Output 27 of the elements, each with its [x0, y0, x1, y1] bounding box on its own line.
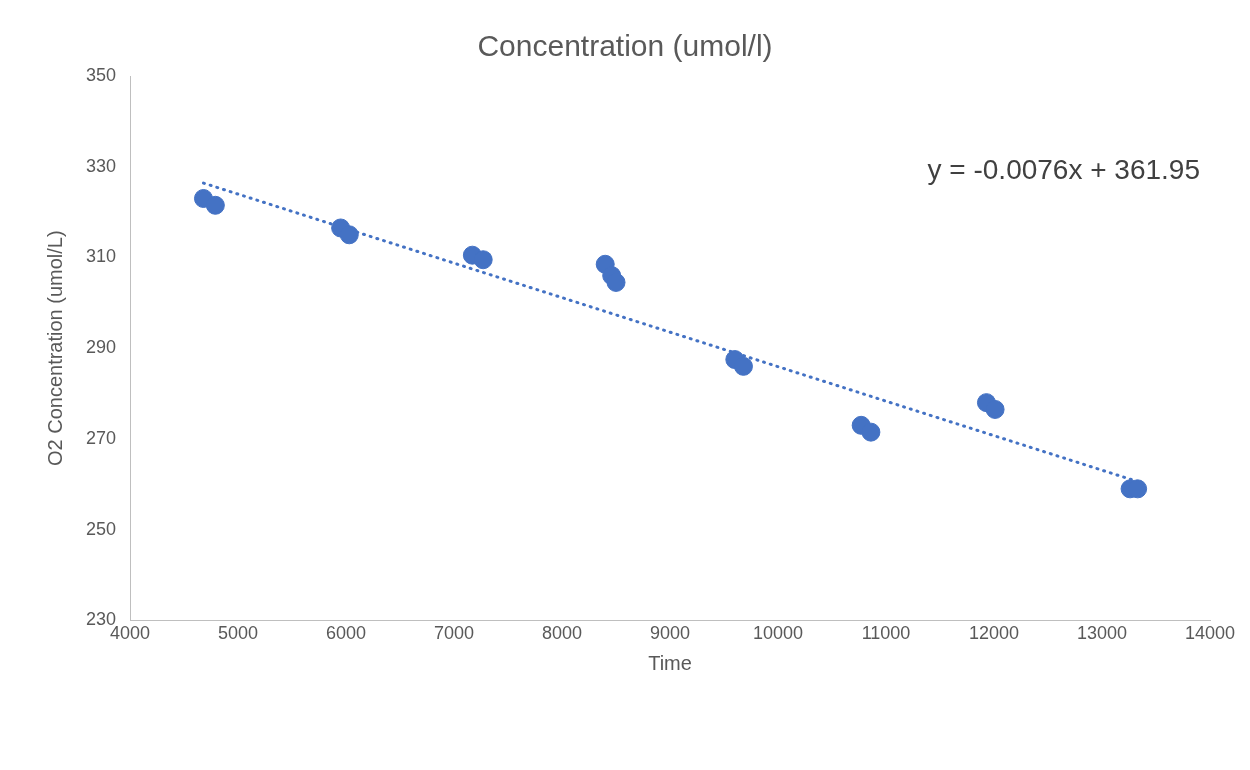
point: [473, 250, 493, 270]
x-tick-label: 11000: [861, 623, 911, 644]
y-axis-title: O2 Concentration (umol/L): [43, 230, 66, 467]
x-tick-label: 10000: [752, 623, 804, 644]
y-tick-label: 250: [85, 518, 117, 539]
y-tick-label: 310: [85, 246, 117, 267]
x-tick-label: 8000: [542, 623, 583, 644]
annotation: y = -0.0076x + 361.95: [927, 153, 1200, 185]
point: [861, 422, 881, 442]
x-tick-label: 7000: [434, 623, 475, 644]
point: [205, 195, 225, 215]
point: [733, 356, 753, 376]
point: [985, 399, 1005, 419]
point: [339, 225, 359, 245]
x-tick-label: 14000: [1184, 623, 1236, 644]
y-tick-label: 270: [85, 427, 117, 448]
y-tick-label: 330: [85, 155, 117, 176]
x-tick-label: 5000: [218, 623, 259, 644]
y-tick-label: 350: [85, 64, 117, 85]
x-tick-label: 9000: [649, 623, 691, 644]
x-axis-title: Time: [648, 651, 692, 674]
x-tick-label: 13000: [1076, 623, 1128, 644]
x-tick-label: 12000: [968, 623, 1020, 644]
point: [606, 272, 626, 292]
chart-title: Concentration (umol/l): [477, 29, 773, 63]
x-tick-label: 6000: [326, 623, 367, 644]
y-tick-label: 290: [85, 337, 117, 358]
